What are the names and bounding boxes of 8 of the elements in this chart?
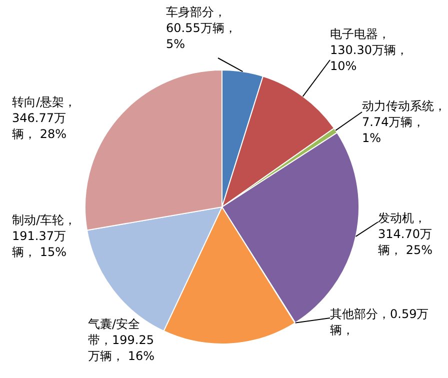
slice-label: 转向/悬架，346.77万辆， 28% <box>12 94 78 142</box>
slice-label: 发动机，314.70万辆， 25% <box>378 210 434 258</box>
slice-label: 制动/车轮，191.37万辆， 15% <box>12 212 78 260</box>
slice-label: 车身部分，60.55万辆， 5% <box>166 4 238 52</box>
slice-label: 电子电器，130.30万辆， 10% <box>330 26 409 74</box>
slice-label: 气囊/安全带，199.25万辆， 16% <box>88 316 156 364</box>
slice-label: 其他部分，0.59万辆， <box>330 306 430 338</box>
slice-label: 动力传动系统，7.74万辆， 1% <box>362 98 446 146</box>
